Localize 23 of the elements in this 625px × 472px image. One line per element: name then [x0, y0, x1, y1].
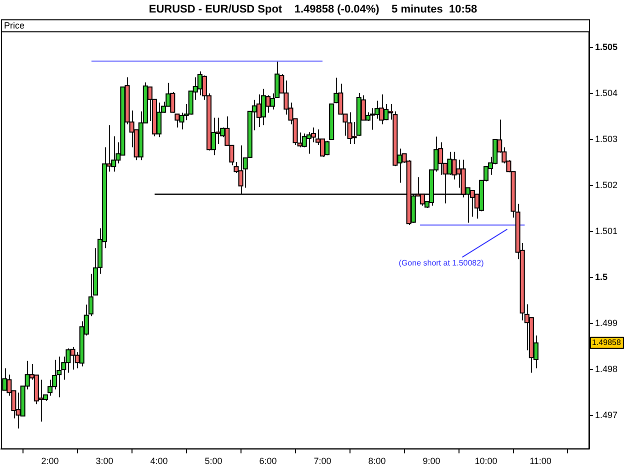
x-tick-label: 9:00	[422, 456, 440, 466]
y-axis-title: Price	[4, 20, 25, 31]
x-tick-label: 7:00	[314, 456, 332, 466]
y-tick-label: 1.503	[595, 134, 618, 144]
chart-title: EURUSD - EUR/USD Spot 1.49858 (-0.04%) 5 minutes 10:58	[148, 4, 478, 16]
x-tick-label: 2:00	[41, 456, 59, 466]
y-tick-label: 1.5	[595, 272, 608, 282]
y-tick-label: 1.497	[595, 410, 618, 420]
y-tick-label: 1.498	[595, 364, 618, 374]
x-tick-label: 3:00	[96, 456, 114, 466]
x-tick-label: 5:00	[204, 456, 222, 466]
x-tick-label: 10:00	[474, 456, 498, 466]
y-tick-label: 1.502	[595, 180, 618, 190]
y-tick-label: 1.499	[595, 318, 618, 328]
annotation: 1.49858	[592, 338, 622, 348]
y-tick-label: 1.501	[595, 226, 618, 236]
x-tick-label: 6:00	[259, 456, 277, 466]
y-tick-label: 1.504	[595, 88, 618, 98]
x-tick-label: 4:00	[150, 456, 168, 466]
y-tick-label: 1.505	[595, 42, 618, 52]
annotation: (Gone short at 1.50082)	[398, 258, 484, 268]
x-tick-label: 11:00	[530, 456, 552, 466]
x-tick-label: 8:00	[368, 456, 386, 466]
